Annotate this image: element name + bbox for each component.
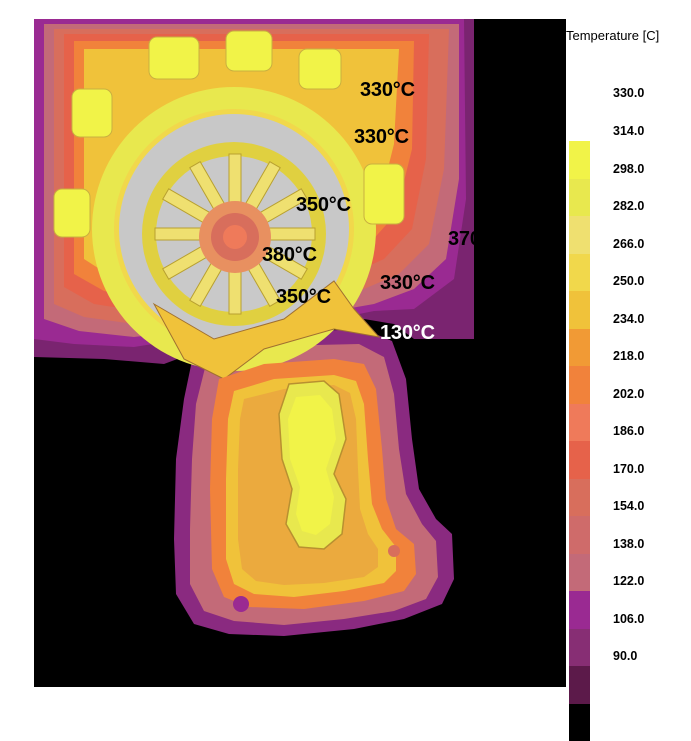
thermal-simulation-figure: Temperature [C] 330.0 314.0 298.0 282.0 … <box>0 0 691 687</box>
colorbar-band <box>569 366 590 404</box>
colorbar-band <box>569 254 590 292</box>
colorbar-tick: 266.0 <box>613 237 644 251</box>
colorbar-tick: 138.0 <box>613 537 644 551</box>
colorbar-band <box>569 554 590 592</box>
colorbar-band <box>569 291 590 329</box>
colorbar-tick: 218.0 <box>613 349 644 363</box>
colorbar-tick: 90.0 <box>613 649 637 663</box>
colorbar-tick: 282.0 <box>613 199 644 213</box>
colorbar-band <box>569 329 590 367</box>
temperature-colorbar <box>569 141 590 741</box>
colorbar-tick: 154.0 <box>613 499 644 513</box>
temperature-annotation: 130°C <box>380 322 435 345</box>
colorbar-band <box>569 141 590 179</box>
colorbar-tick: 202.0 <box>613 387 644 401</box>
colorbar-band <box>569 404 590 442</box>
colorbar-tick: 234.0 <box>613 312 644 326</box>
colorbar-band <box>569 441 590 479</box>
temperature-annotation: 330°C <box>354 126 409 149</box>
colorbar-tick: 122.0 <box>613 574 644 588</box>
colorbar-tick: 170.0 <box>613 462 644 476</box>
temperature-annotation: 380°C <box>262 244 317 267</box>
colorbar-band <box>569 216 590 254</box>
colorbar-tick: 298.0 <box>613 162 644 176</box>
colorbar-tick: 330.0 <box>613 86 644 100</box>
temperature-annotation: 330°C <box>360 79 415 102</box>
colorbar-band <box>569 516 590 554</box>
colorbar-band <box>569 666 590 704</box>
temperature-contour-plot <box>34 19 566 687</box>
colorbar-band <box>569 629 590 667</box>
temperature-annotation: 370°C <box>448 228 503 251</box>
colorbar-band <box>569 704 590 741</box>
colorbar-tick: 186.0 <box>613 424 644 438</box>
colorbar-band <box>569 479 590 517</box>
colorbar-tick: 106.0 <box>613 612 644 626</box>
legend-title: Temperature [C] <box>566 28 659 43</box>
colorbar-tick: 250.0 <box>613 274 644 288</box>
colorbar-band <box>569 179 590 217</box>
temperature-annotation: 350°C <box>296 194 351 217</box>
colorbar-band <box>569 591 590 629</box>
colorbar-tick: 314.0 <box>613 124 644 138</box>
temperature-annotation: 350°C <box>276 286 331 309</box>
temperature-annotation: 20°C <box>478 446 522 469</box>
temperature-annotation: 330°C <box>380 272 435 295</box>
